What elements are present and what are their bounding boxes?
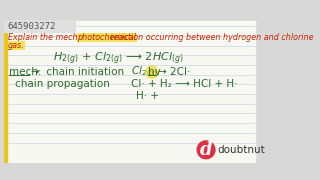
Text: → 2Cl·: → 2Cl· <box>157 67 190 77</box>
Text: doubtnut: doubtnut <box>217 145 265 155</box>
Text: $Cl_2$$_{(g)}$: $Cl_2$$_{(g)}$ <box>131 64 158 80</box>
Bar <box>4 21 7 163</box>
Text: photochemical: photochemical <box>77 33 136 42</box>
Text: reaction occurring between hydrogen and chlorine: reaction occurring between hydrogen and … <box>108 33 314 42</box>
Circle shape <box>197 141 215 159</box>
Circle shape <box>146 66 158 78</box>
Text: H· +: H· + <box>136 91 159 102</box>
Text: Explain the mechanism of the: Explain the mechanism of the <box>8 33 130 42</box>
Text: d: d <box>200 141 212 159</box>
Text: hv: hv <box>148 67 161 77</box>
Text: 645903272: 645903272 <box>7 22 56 31</box>
Text: gas.: gas. <box>8 41 25 50</box>
Bar <box>4 21 75 32</box>
Text: →  chain initiation: → chain initiation <box>31 67 124 77</box>
Text: Cl· + H₂ ⟶ HCl + H·: Cl· + H₂ ⟶ HCl + H· <box>131 79 237 89</box>
Text: chain propagation: chain propagation <box>14 79 109 89</box>
Text: mech:: mech: <box>9 67 41 77</box>
Text: $H_2$$_{(g)}$ + $Cl_2$$_{(g)}$ ⟶ $2HCl$$_{(g)}$: $H_2$$_{(g)}$ + $Cl_2$$_{(g)}$ ⟶ $2HCl$$… <box>52 51 183 68</box>
